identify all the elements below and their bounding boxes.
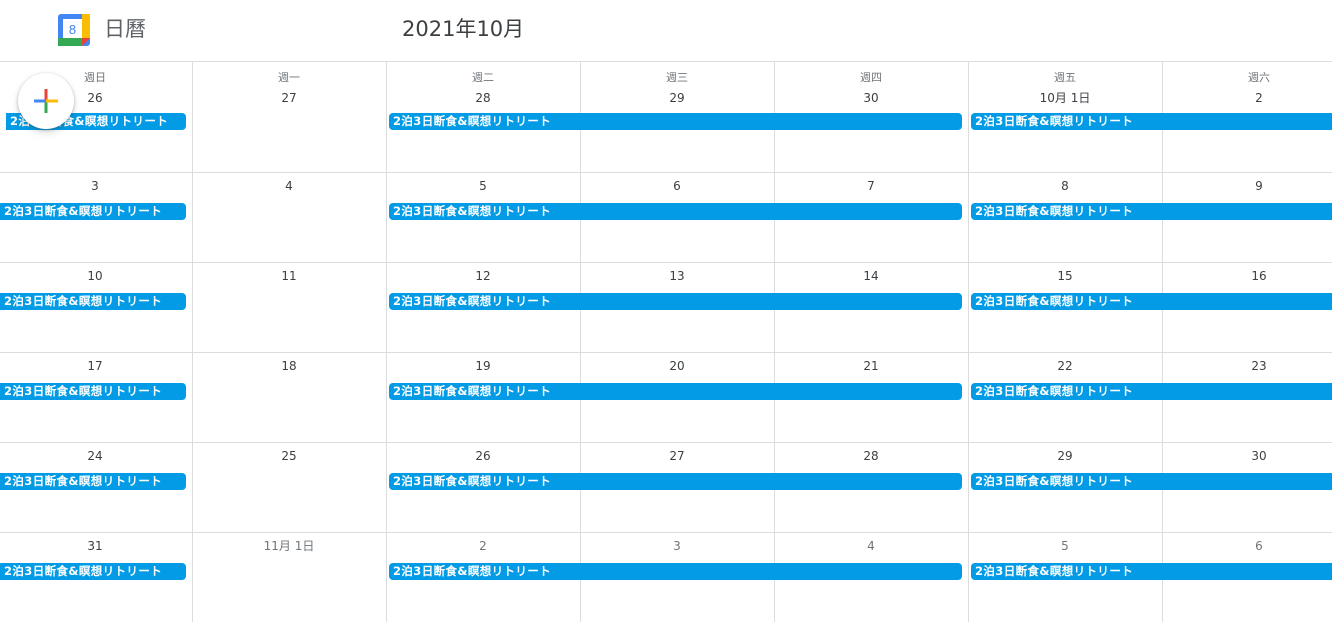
month-grid: 週日 週一 週二 週三 週四 週五 週六 26 27 28 29 30 10月 1日 2 2泊3日断食&瞑想… bbox=[0, 62, 1332, 622]
day-number[interactable]: 4 bbox=[285, 179, 293, 193]
day-number[interactable]: 25 bbox=[281, 449, 297, 463]
column-divider bbox=[774, 62, 775, 622]
row-divider bbox=[0, 352, 1332, 353]
day-number[interactable]: 13 bbox=[669, 269, 685, 283]
event-chip[interactable]: 2泊3日断食&瞑想リトリート bbox=[389, 293, 962, 310]
day-number[interactable]: 28 bbox=[863, 449, 879, 463]
day-number[interactable]: 9 bbox=[1255, 179, 1263, 193]
day-number[interactable]: 19 bbox=[475, 359, 491, 373]
row-divider bbox=[0, 532, 1332, 533]
day-number[interactable]: 15 bbox=[1057, 269, 1073, 283]
event-chip[interactable]: 2泊3日断食&瞑想リトリート bbox=[0, 473, 186, 490]
calendar-logo-icon[interactable]: 8 bbox=[58, 14, 90, 46]
row-divider bbox=[0, 172, 1332, 173]
day-number[interactable]: 24 bbox=[87, 449, 103, 463]
weekday-header: 週日 bbox=[84, 71, 106, 84]
weekday-header: 週四 bbox=[860, 71, 882, 84]
day-number[interactable]: 29 bbox=[669, 91, 685, 105]
day-number[interactable]: 26 bbox=[87, 91, 103, 105]
column-divider bbox=[386, 62, 387, 622]
event-chip[interactable]: 2泊3日断食&瞑想リトリート bbox=[0, 383, 186, 400]
day-number[interactable]: 30 bbox=[1251, 449, 1267, 463]
day-number[interactable]: 31 bbox=[87, 539, 103, 553]
column-divider bbox=[1162, 62, 1163, 622]
day-number[interactable]: 2 bbox=[1255, 91, 1263, 105]
day-number[interactable]: 17 bbox=[87, 359, 103, 373]
event-chip[interactable]: 2泊3日断食&瞑想リトリート bbox=[0, 563, 186, 580]
day-number[interactable]: 14 bbox=[863, 269, 879, 283]
day-number[interactable]: 27 bbox=[669, 449, 685, 463]
event-chip[interactable]: 2泊3日断食&瞑想リトリート bbox=[971, 383, 1332, 400]
event-chip[interactable]: 2泊3日断食&瞑想リトリート bbox=[971, 473, 1332, 490]
event-chip[interactable]: 2泊3日断食&瞑想リトリート bbox=[389, 113, 962, 130]
event-chip[interactable]: 2泊3日断食&瞑想リトリート bbox=[389, 473, 962, 490]
event-chip[interactable]: 2泊3日断食&瞑想リトリート bbox=[0, 203, 186, 220]
day-number[interactable]: 5 bbox=[1061, 539, 1069, 553]
day-number[interactable]: 10月 1日 bbox=[1039, 91, 1091, 105]
event-chip[interactable]: 2泊3日断食&瞑想リトリート bbox=[389, 563, 962, 580]
row-divider bbox=[0, 442, 1332, 443]
event-chip[interactable]: 2泊3日断食&瞑想リトリート bbox=[389, 383, 962, 400]
day-number[interactable]: 30 bbox=[863, 91, 879, 105]
day-number[interactable]: 21 bbox=[863, 359, 879, 373]
day-number[interactable]: 26 bbox=[475, 449, 491, 463]
column-divider bbox=[580, 62, 581, 622]
day-number[interactable]: 7 bbox=[867, 179, 875, 193]
event-chip[interactable]: 2泊3日断食&瞑想リトリート bbox=[0, 293, 186, 310]
day-number[interactable]: 10 bbox=[87, 269, 103, 283]
day-number[interactable]: 29 bbox=[1057, 449, 1073, 463]
row-divider bbox=[0, 262, 1332, 263]
app-header: 8 日曆 2021年10月 bbox=[0, 0, 1332, 62]
day-number[interactable]: 6 bbox=[1255, 539, 1263, 553]
weekday-header: 週一 bbox=[278, 71, 300, 84]
day-number[interactable]: 16 bbox=[1251, 269, 1267, 283]
column-divider bbox=[968, 62, 969, 622]
weekday-header: 週六 bbox=[1248, 71, 1270, 84]
app-title: 日曆 bbox=[104, 17, 146, 41]
day-number[interactable]: 8 bbox=[1061, 179, 1069, 193]
day-number[interactable]: 20 bbox=[669, 359, 685, 373]
event-chip[interactable]: 2泊3日断食&瞑想リトリート bbox=[971, 203, 1332, 220]
day-number[interactable]: 2 bbox=[479, 539, 487, 553]
weekday-header: 週五 bbox=[1054, 71, 1076, 84]
event-chip[interactable]: 2泊3日断食&瞑想リトリート bbox=[971, 113, 1332, 130]
day-number[interactable]: 6 bbox=[673, 179, 681, 193]
day-number[interactable]: 23 bbox=[1251, 359, 1267, 373]
day-number[interactable]: 3 bbox=[91, 179, 99, 193]
create-button[interactable] bbox=[18, 73, 74, 129]
event-chip[interactable]: 2泊3日断食&瞑想リトリート bbox=[389, 203, 962, 220]
logo-number: 8 bbox=[69, 22, 76, 37]
event-chip[interactable]: 2泊3日断食&瞑想リトリート bbox=[971, 293, 1332, 310]
day-number[interactable]: 11月 1日 bbox=[263, 539, 315, 553]
day-number[interactable]: 5 bbox=[479, 179, 487, 193]
day-number[interactable]: 27 bbox=[281, 91, 297, 105]
day-number[interactable]: 22 bbox=[1057, 359, 1073, 373]
day-number[interactable]: 18 bbox=[281, 359, 297, 373]
day-number[interactable]: 12 bbox=[475, 269, 491, 283]
event-chip[interactable]: 2泊3日断食&瞑想リトリート bbox=[971, 563, 1332, 580]
day-number[interactable]: 28 bbox=[475, 91, 491, 105]
plus-icon bbox=[34, 89, 58, 113]
weekday-header: 週二 bbox=[472, 71, 494, 84]
day-number[interactable]: 4 bbox=[867, 539, 875, 553]
day-number[interactable]: 11 bbox=[281, 269, 297, 283]
column-divider bbox=[192, 62, 193, 622]
day-number[interactable]: 3 bbox=[673, 539, 681, 553]
month-title: 2021年10月 bbox=[402, 17, 525, 41]
weekday-header: 週三 bbox=[666, 71, 688, 84]
